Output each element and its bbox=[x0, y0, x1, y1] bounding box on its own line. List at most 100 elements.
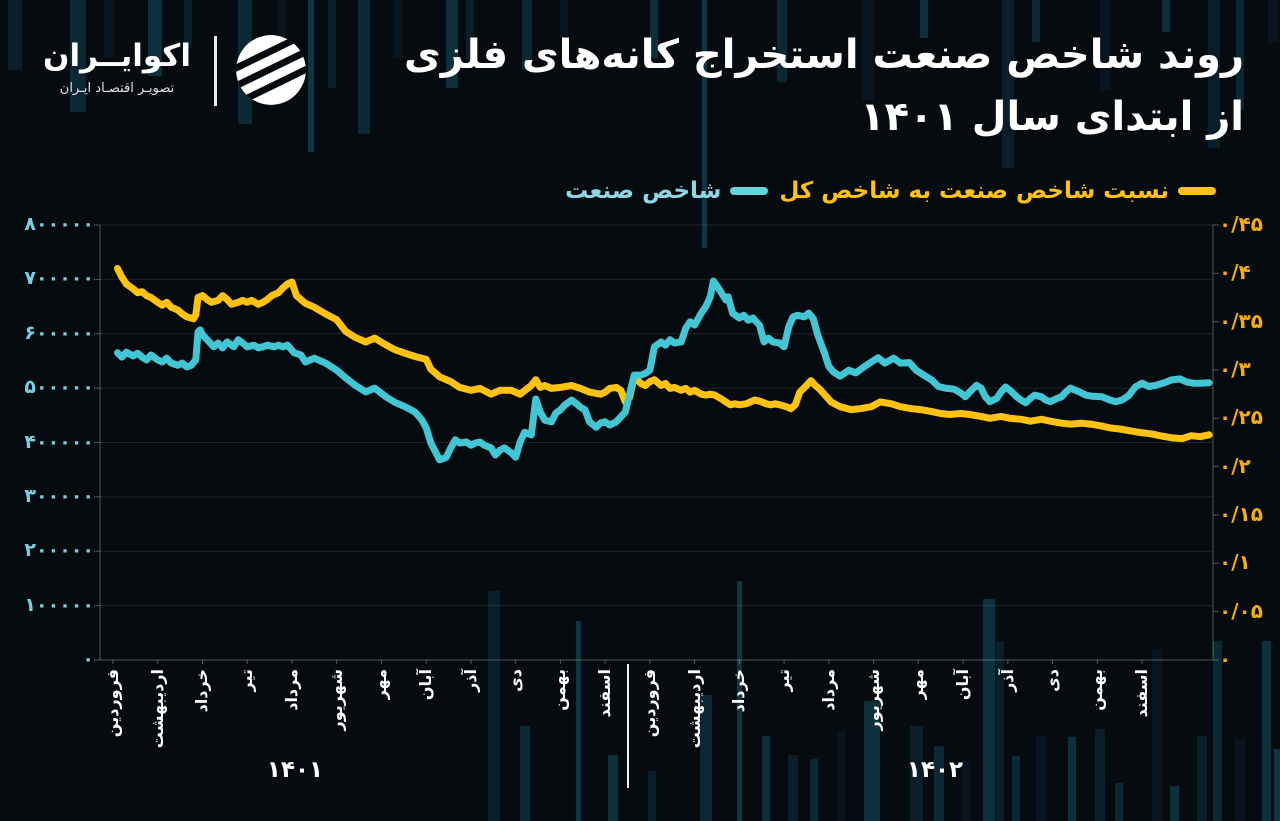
background-bar bbox=[864, 701, 880, 821]
background-bar bbox=[1213, 641, 1222, 821]
right-axis-tick-label: ۰/۴ bbox=[1219, 260, 1251, 285]
brand-block: اکوایــران تصویـر اقتصـاد ایـران bbox=[28, 40, 206, 96]
background-bar bbox=[1268, 0, 1278, 42]
month-label: فروردین bbox=[103, 669, 122, 738]
month-label: اسفند bbox=[595, 669, 615, 718]
background-bar bbox=[650, 0, 658, 58]
background-bar bbox=[788, 755, 798, 821]
left-axis-tick-label: ۳۰۰۰۰۰ bbox=[24, 484, 94, 507]
background-bar bbox=[862, 0, 874, 100]
legend-label-industry: شاخص صنعت bbox=[565, 178, 722, 204]
industry-index-line bbox=[114, 277, 1213, 464]
background-bar bbox=[560, 0, 568, 36]
background-bar bbox=[1068, 737, 1076, 821]
month-label: اسفند bbox=[1132, 669, 1152, 718]
month-label: آبان bbox=[416, 669, 436, 701]
background-bar bbox=[8, 0, 22, 70]
month-label: شهریور bbox=[326, 669, 346, 731]
background-bar bbox=[934, 746, 944, 821]
background-bar bbox=[1032, 0, 1040, 42]
left-axis-tick-label: ۴۰۰۰۰۰ bbox=[24, 430, 94, 453]
background-bar bbox=[1197, 736, 1207, 821]
background-bar bbox=[777, 0, 787, 82]
legend: نسبت شاخص صنعت به شاخص کل شاخص صنعت bbox=[565, 178, 1216, 204]
month-label: خرداد bbox=[729, 669, 749, 713]
background-bar bbox=[466, 0, 474, 62]
background-bar bbox=[1235, 739, 1245, 821]
background-bar bbox=[1095, 729, 1105, 821]
ecoiran-logo-icon bbox=[233, 32, 309, 112]
left-axis-tick-label: ۲۰۰۰۰۰ bbox=[24, 539, 94, 562]
month-label: شهریور bbox=[863, 669, 883, 731]
background-bar bbox=[1208, 0, 1220, 148]
background-bar bbox=[920, 0, 928, 38]
background-bar bbox=[700, 695, 712, 821]
left-axis-tick-label: ۸۰۰۰۰۰ bbox=[24, 213, 94, 235]
background-bar bbox=[983, 599, 995, 821]
month-label: اردیبهشت bbox=[684, 669, 704, 749]
left-axis-tick-label: ۰ bbox=[82, 648, 94, 670]
month-label: تیر bbox=[774, 669, 794, 692]
month-label: دی bbox=[505, 669, 525, 692]
background-bar bbox=[308, 0, 314, 152]
month-label: اردیبهشت bbox=[147, 669, 167, 749]
background-bar bbox=[737, 581, 742, 821]
left-axis-tick-label: ۵۰۰۰۰۰ bbox=[24, 376, 94, 399]
month-label: مرداد bbox=[281, 669, 301, 711]
left-axis-tick-label: ۱۰۰۰۰۰ bbox=[24, 593, 94, 616]
right-axis-tick-label: ۰/۰۵ bbox=[1219, 598, 1263, 623]
ratio-line-swatch-icon bbox=[1178, 187, 1216, 195]
background-bar bbox=[910, 726, 923, 821]
right-axis-tick-label: ۰/۴۵ bbox=[1219, 212, 1263, 236]
background-bar bbox=[446, 0, 458, 88]
year-divider-line bbox=[627, 664, 629, 788]
month-label: آذر bbox=[460, 669, 480, 692]
left-axis-tick-label: ۶۰۰۰۰۰ bbox=[24, 321, 94, 344]
background-bar bbox=[1002, 0, 1014, 168]
right-axis-tick-label: ۰/۱ bbox=[1219, 550, 1251, 575]
industry-line-swatch-icon bbox=[730, 187, 769, 195]
legend-entry-industry: شاخص صنعت bbox=[565, 178, 769, 204]
background-bar bbox=[184, 0, 192, 48]
background-bar bbox=[996, 641, 1004, 821]
chart-title: روند شاخص صنعت استخراج کانه‌های فلزی از … bbox=[404, 24, 1244, 148]
legend-label-ratio: نسبت شاخص صنعت به شاخص کل bbox=[779, 178, 1169, 204]
background-bar bbox=[358, 0, 370, 134]
month-label: آذر bbox=[997, 669, 1017, 692]
background-bar bbox=[1012, 756, 1020, 821]
month-label: بهمن bbox=[1087, 669, 1107, 711]
background-bar bbox=[810, 759, 818, 821]
background-bar bbox=[1274, 749, 1280, 821]
right-axis-tick-label: ۰/۲ bbox=[1219, 453, 1251, 478]
background-bar bbox=[328, 0, 336, 88]
right-axis-tick-label: ۰/۲۵ bbox=[1219, 405, 1263, 430]
brand-name: اکوایــران bbox=[43, 38, 191, 74]
ratio-line bbox=[114, 265, 1213, 443]
right-axis-tick-label: ۰/۳۵ bbox=[1219, 308, 1263, 333]
brand-separator bbox=[214, 36, 217, 106]
background-bar bbox=[394, 0, 402, 58]
right-axis-tick-label: ۰/۳ bbox=[1219, 357, 1251, 381]
left-axis-tick-label: ۷۰۰۰۰۰ bbox=[24, 267, 94, 290]
month-label: فروردین bbox=[639, 669, 659, 738]
chart-title-line1: روند شاخص صنعت استخراج کانه‌های فلزی bbox=[404, 32, 1244, 78]
month-label: خرداد bbox=[192, 669, 212, 713]
background-bar bbox=[148, 0, 162, 76]
background-bar bbox=[1152, 649, 1162, 821]
background-bar bbox=[70, 0, 86, 112]
year-label-1402: ۱۴۰۲ bbox=[906, 757, 964, 783]
background-bar bbox=[1115, 783, 1123, 821]
month-label: دی bbox=[1042, 669, 1062, 692]
brand-tagline: تصویـر اقتصـاد ایـران bbox=[59, 80, 175, 96]
legend-entry-ratio: نسبت شاخص صنعت به شاخص کل bbox=[779, 178, 1216, 204]
right-axis-tick-label: ۰/۱۵ bbox=[1219, 502, 1263, 526]
right-axis-tick-label: ۰ bbox=[1219, 647, 1232, 671]
background-bar bbox=[962, 761, 970, 821]
background-bar bbox=[104, 0, 114, 58]
background-bar bbox=[1100, 0, 1110, 90]
month-label: مهر bbox=[908, 669, 928, 700]
month-label: آبان bbox=[953, 669, 973, 701]
background-bar bbox=[608, 755, 618, 821]
chart-title-line2: از ابتدای سال ۱۴۰۱ bbox=[860, 94, 1244, 140]
